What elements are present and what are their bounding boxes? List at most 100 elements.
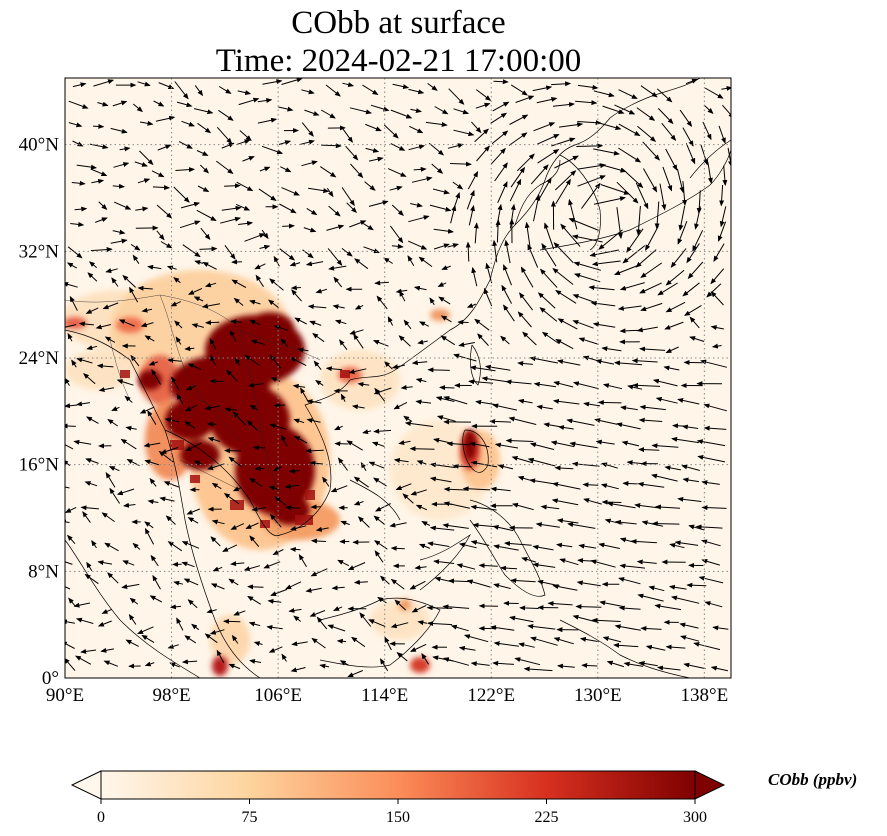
wind-arrow <box>141 634 155 644</box>
wind-arrow <box>446 441 470 447</box>
wind-arrow <box>137 81 151 87</box>
wind-arrow <box>279 203 297 214</box>
wind-arrow <box>184 346 195 352</box>
wind-arrow <box>595 439 615 445</box>
wind-arrow <box>557 663 575 669</box>
wind-arrow <box>100 647 114 653</box>
wind-arrow <box>320 109 336 119</box>
latitude-tick-labels: 0° 8°N 16°N 24°N 32°N 40°N <box>19 135 60 689</box>
wind-arrow <box>697 454 726 463</box>
wind-arrow <box>334 319 347 325</box>
wind-arrow <box>411 360 428 366</box>
wind-arrow <box>65 486 70 489</box>
wind-arrow <box>270 377 281 382</box>
wind-arrow <box>181 120 195 127</box>
wind-arrow <box>694 206 701 230</box>
wind-arrow <box>670 248 687 268</box>
wind-arrow <box>347 670 363 678</box>
wind-arrow <box>533 194 541 222</box>
wind-arrow <box>509 114 529 125</box>
wind-arrow <box>258 188 277 201</box>
wind-arrow <box>290 285 301 291</box>
wind-arrow <box>468 204 475 226</box>
wind-arrow <box>539 268 558 288</box>
wind-arrow <box>505 438 534 444</box>
wind-arrow <box>113 201 132 210</box>
wind-arrow <box>238 97 260 106</box>
wind-arrow <box>128 613 137 625</box>
wind-arrow <box>288 468 300 474</box>
wind-arrow <box>682 180 688 206</box>
wind-arrow <box>261 145 284 155</box>
wind-arrow <box>216 160 234 174</box>
wind-arrow <box>552 584 578 591</box>
wind-arrow <box>193 108 214 115</box>
wind-arrow <box>689 316 700 329</box>
wind-arrow <box>490 486 511 492</box>
wind-arrow <box>473 222 479 244</box>
wind-arrow <box>357 516 370 528</box>
wind-arrow <box>411 604 427 613</box>
wind-arrow <box>334 425 343 431</box>
wind-arrow <box>414 564 427 570</box>
wind-arrow <box>284 483 300 489</box>
wind-arrow <box>130 354 140 367</box>
lon-tick-label: 138°E <box>681 685 729 706</box>
wind-arrow <box>211 519 225 525</box>
wind-arrow <box>337 559 350 567</box>
wind-arrow <box>679 622 699 629</box>
wind-arrow <box>684 304 702 316</box>
wind-arrow <box>75 617 94 624</box>
wind-arrow <box>231 634 239 644</box>
wind-arrow <box>289 357 307 367</box>
wind-arrow <box>200 227 211 240</box>
wind-arrow <box>280 166 292 173</box>
wind-arrow <box>171 376 180 391</box>
wind-arrow <box>93 79 115 87</box>
wind-arrow <box>492 403 518 411</box>
wind-arrow <box>529 356 558 364</box>
wind-arrow <box>413 285 427 291</box>
wind-arrow <box>234 357 241 366</box>
wind-arrow <box>274 496 287 506</box>
wind-arrow <box>257 98 273 103</box>
map-frame <box>64 77 732 679</box>
wind-arrow <box>509 178 522 202</box>
wind-arrow <box>433 228 454 234</box>
wind-arrow <box>429 476 452 483</box>
wind-arrow <box>164 417 180 423</box>
wind-arrow <box>80 648 97 654</box>
wind-arrow <box>196 150 209 156</box>
wind-arrow <box>683 662 706 670</box>
wind-arrow <box>306 207 318 216</box>
wind-arrow <box>305 261 324 267</box>
wind-arrow <box>336 638 347 644</box>
wind-arrow <box>618 605 641 611</box>
wind-arrow <box>671 595 700 604</box>
wind-arrow <box>469 365 496 372</box>
wind-arrow <box>682 282 700 297</box>
wind-arrow <box>249 658 262 664</box>
wind-arrow <box>440 335 455 346</box>
wind-arrow <box>293 418 305 424</box>
wind-arrow <box>432 188 450 195</box>
wind-arrow <box>710 325 724 331</box>
wind-arrow <box>493 79 509 85</box>
wind-arrow <box>532 85 553 92</box>
wind-arrow <box>471 266 478 287</box>
wind-arrow <box>216 649 225 664</box>
wind-arrow <box>297 347 309 353</box>
wind-arrow <box>478 563 498 569</box>
wind-arrow <box>346 440 363 451</box>
colorbar-tick-label: 75 <box>242 809 258 826</box>
wind-arrow <box>590 300 616 307</box>
wind-arrow <box>90 168 108 177</box>
wind-arrow <box>65 506 77 513</box>
wind-arrow <box>242 156 255 162</box>
wind-arrow <box>438 296 451 305</box>
wind-arrow <box>110 238 128 244</box>
wind-arrow <box>91 178 105 184</box>
wind-arrow <box>311 538 327 544</box>
wind-arrow <box>470 661 490 667</box>
